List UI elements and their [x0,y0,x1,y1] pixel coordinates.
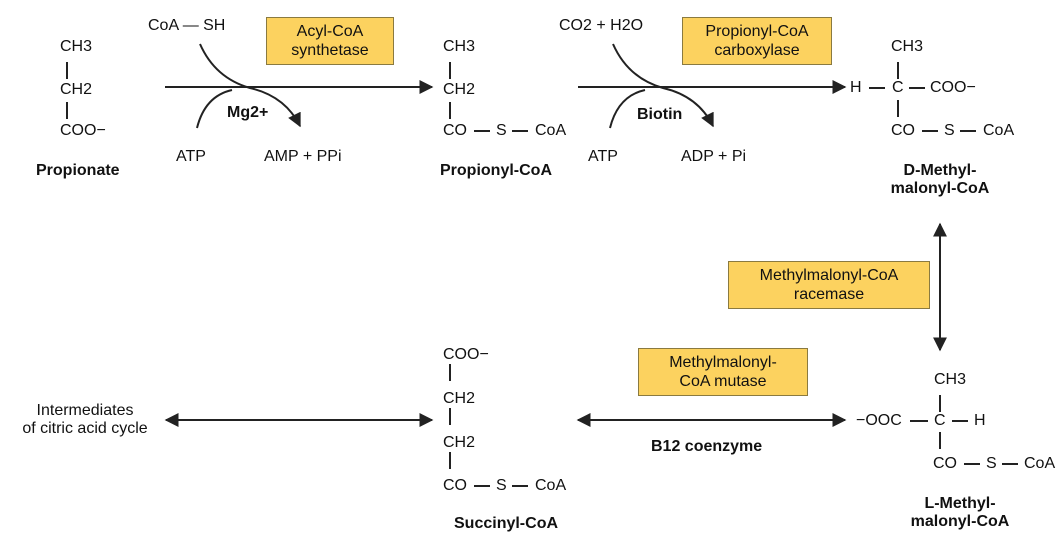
succinyl-coo: COO− [443,346,489,363]
d-mm-h: H [850,79,862,96]
succinyl-coa-group: CoA [535,477,567,494]
l-mm-ooc: −OOC [856,412,902,429]
step1-reactant-bottom: ATP [176,148,206,165]
propionate-label: Propionate [36,162,120,179]
d-mm-coo: COO− [930,79,976,96]
step1-product-bottom: AMP + PPi [264,148,342,165]
curved-arrow-co2 [612,43,714,128]
l-mm-ch3: CH3 [934,371,967,388]
enzyme-line: racemase [793,286,865,303]
l-mm-co: CO [933,455,957,472]
intermediates-label: Intermediates of citric acid cycle [22,402,148,437]
curved-arrow-coash [199,43,301,128]
propionyl-co: CO [443,122,467,139]
enzyme-line: synthetase [291,42,369,59]
propionate-ch2: CH2 [60,81,93,98]
propionate-ch3: CH3 [60,38,93,55]
succinyl-co: CO [443,477,467,494]
propionyl-coa-label: Propionyl-CoA [440,162,552,179]
enzyme-line: carboxylase [714,42,800,59]
step1-cofactor: Mg2+ [227,104,269,121]
succinyl-coa-label: Succinyl-CoA [454,515,559,532]
propionyl-coa-group: CoA [535,122,567,139]
step2-reactant-top: CO2 + H2O [559,17,644,34]
curved-arrow-atp [196,89,233,129]
l-mm-coa: CoA [1024,455,1056,472]
d-mm-s: S [944,122,955,139]
succinyl-s: S [496,477,507,494]
step2-product-bottom: ADP + Pi [681,148,747,165]
enzyme-methylmalonyl-coa-mutase: Methylmalonyl- CoA mutase [638,348,808,396]
step2-cofactor: Biotin [637,106,683,123]
enzyme-methylmalonyl-coa-racemase: Methylmalonyl-CoA racemase [728,261,930,309]
d-mm-c: C [892,79,904,96]
enzyme-line: Methylmalonyl-CoA [759,267,899,284]
enzyme-line: Methylmalonyl- [669,354,777,371]
d-mm-coa: CoA [983,122,1015,139]
d-methylmalonyl-coa-label: D-Methyl- malonyl-CoA [890,162,990,197]
enzyme-acyl-coa-synthetase: Acyl-CoA synthetase [266,17,394,65]
enzyme-line: CoA mutase [679,373,767,390]
succinyl-ch2-a: CH2 [443,390,476,407]
propionyl-ch2: CH2 [443,81,476,98]
l-mm-h: H [974,412,986,429]
step2-reactant-bottom: ATP [588,148,618,165]
step4-cofactor: B12 coenzyme [651,438,763,455]
l-mm-s: S [986,455,997,472]
propionyl-s: S [496,122,507,139]
succinyl-ch2-b: CH2 [443,434,476,451]
propionate-coo: COO− [60,122,106,139]
enzyme-propionyl-coa-carboxylase: Propionyl-CoA carboxylase [682,17,832,65]
enzyme-line: Acyl-CoA [296,23,364,40]
l-mm-c: C [934,412,946,429]
propionyl-ch3: CH3 [443,38,476,55]
l-methylmalonyl-coa-label: L-Methyl- malonyl-CoA [910,495,1010,530]
step1-reactant-top: CoA — SH [148,17,226,34]
enzyme-line: Propionyl-CoA [705,23,809,40]
curved-arrow-atp-2 [609,89,646,129]
d-mm-co: CO [891,122,915,139]
d-mm-ch3: CH3 [891,38,924,55]
